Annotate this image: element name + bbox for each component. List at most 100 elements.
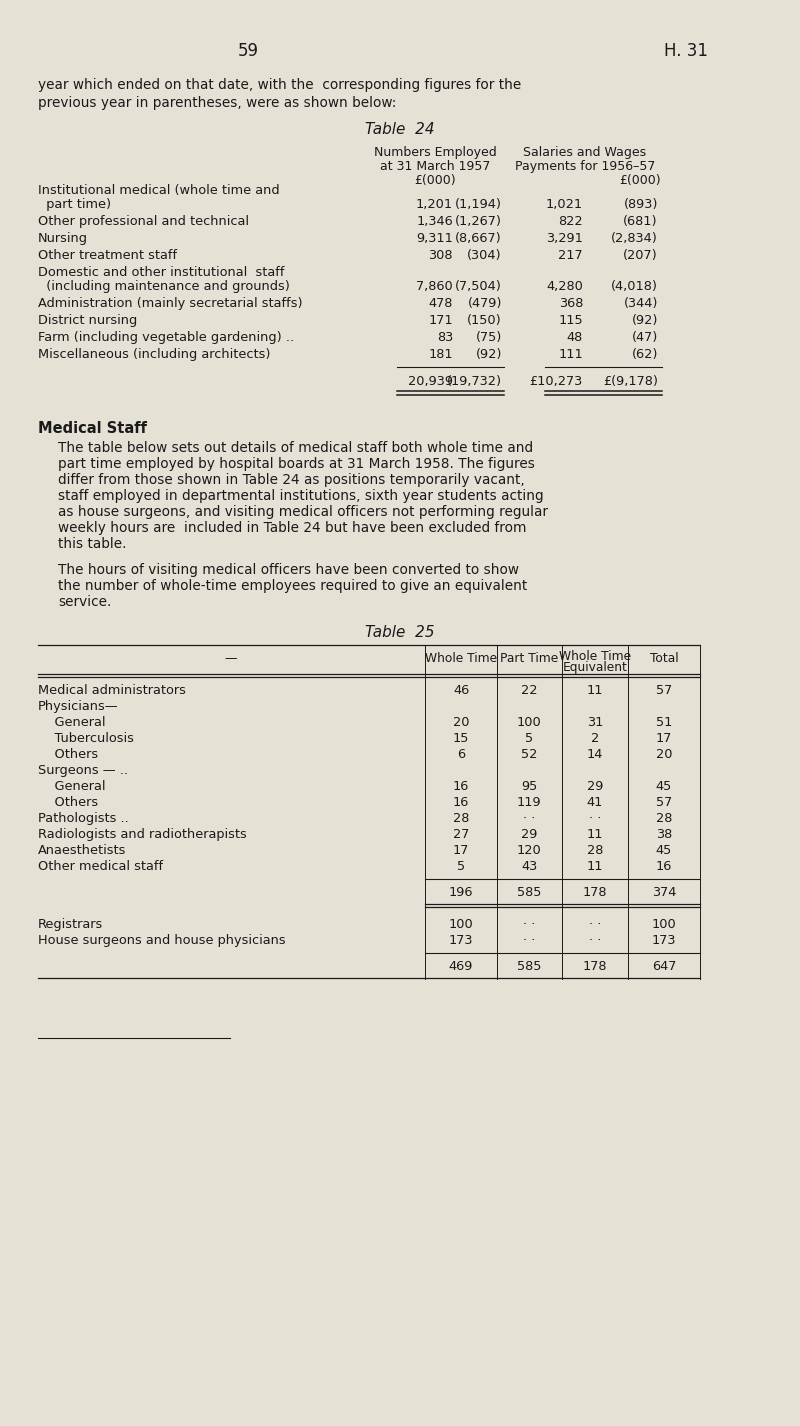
Text: Other professional and technical: Other professional and technical <box>38 215 249 228</box>
Text: weekly hours are  included in Table 24 but have been excluded from: weekly hours are included in Table 24 bu… <box>58 520 526 535</box>
Text: Others: Others <box>38 796 98 809</box>
Text: District nursing: District nursing <box>38 314 138 327</box>
Text: £(9,178): £(9,178) <box>603 375 658 388</box>
Text: Other treatment staff: Other treatment staff <box>38 250 177 262</box>
Text: 11: 11 <box>586 829 603 841</box>
Text: £(000): £(000) <box>619 174 661 187</box>
Text: Others: Others <box>38 749 98 761</box>
Text: 585: 585 <box>517 960 541 973</box>
Text: (1,194): (1,194) <box>455 198 502 211</box>
Text: 368: 368 <box>558 297 583 309</box>
Text: 17: 17 <box>453 844 469 857</box>
Text: at 31 March 1957: at 31 March 1957 <box>380 160 490 173</box>
Text: 178: 178 <box>582 960 607 973</box>
Text: 4,280: 4,280 <box>546 279 583 292</box>
Text: 374: 374 <box>652 886 676 898</box>
Text: (19,732): (19,732) <box>447 375 502 388</box>
Text: 196: 196 <box>449 886 474 898</box>
Text: 9,311: 9,311 <box>416 232 453 245</box>
Text: 15: 15 <box>453 732 469 744</box>
Text: 2: 2 <box>591 732 599 744</box>
Text: 1,021: 1,021 <box>546 198 583 211</box>
Text: Radiologists and radiotherapists: Radiologists and radiotherapists <box>38 829 246 841</box>
Text: 38: 38 <box>656 829 672 841</box>
Text: Physicians—: Physicians— <box>38 700 118 713</box>
Text: 16: 16 <box>453 796 469 809</box>
Text: 31: 31 <box>587 716 603 729</box>
Text: 48: 48 <box>566 331 583 344</box>
Text: 28: 28 <box>656 811 672 826</box>
Text: Equivalent: Equivalent <box>562 662 627 674</box>
Text: Tuberculosis: Tuberculosis <box>38 732 134 744</box>
Text: (75): (75) <box>476 331 502 344</box>
Text: Surgeons — ..: Surgeons — .. <box>38 764 128 777</box>
Text: · ·: · · <box>589 934 601 947</box>
Text: 20: 20 <box>656 749 672 761</box>
Text: H. 31: H. 31 <box>664 41 708 60</box>
Text: 45: 45 <box>656 780 672 793</box>
Text: 20: 20 <box>453 716 470 729</box>
Text: 181: 181 <box>428 348 453 361</box>
Text: (893): (893) <box>623 198 658 211</box>
Text: (92): (92) <box>631 314 658 327</box>
Text: Medical administrators: Medical administrators <box>38 684 186 697</box>
Text: as house surgeons, and visiting medical officers not performing regular: as house surgeons, and visiting medical … <box>58 505 548 519</box>
Text: 1,201: 1,201 <box>416 198 453 211</box>
Text: 51: 51 <box>656 716 672 729</box>
Text: 171: 171 <box>428 314 453 327</box>
Text: part time): part time) <box>38 198 111 211</box>
Text: part time employed by hospital boards at 31 March 1958. The figures: part time employed by hospital boards at… <box>58 456 535 471</box>
Text: 29: 29 <box>587 780 603 793</box>
Text: (47): (47) <box>632 331 658 344</box>
Text: differ from those shown in Table 24 as positions temporarily vacant,: differ from those shown in Table 24 as p… <box>58 473 525 488</box>
Text: 115: 115 <box>558 314 583 327</box>
Text: 178: 178 <box>582 886 607 898</box>
Text: 83: 83 <box>437 331 453 344</box>
Text: Anaesthetists: Anaesthetists <box>38 844 126 857</box>
Text: (62): (62) <box>631 348 658 361</box>
Text: The table below sets out details of medical staff both whole time and: The table below sets out details of medi… <box>58 441 533 455</box>
Text: 478: 478 <box>429 297 453 309</box>
Text: 100: 100 <box>652 918 676 931</box>
Text: Salaries and Wages: Salaries and Wages <box>523 145 646 160</box>
Text: · ·: · · <box>589 811 601 826</box>
Text: 585: 585 <box>517 886 541 898</box>
Text: 5: 5 <box>525 732 533 744</box>
Text: (4,018): (4,018) <box>611 279 658 292</box>
Text: the number of whole-time employees required to give an equivalent: the number of whole-time employees requi… <box>58 579 527 593</box>
Text: 28: 28 <box>453 811 469 826</box>
Text: 308: 308 <box>429 250 453 262</box>
Text: this table.: this table. <box>58 538 126 550</box>
Text: (2,834): (2,834) <box>611 232 658 245</box>
Text: Other medical staff: Other medical staff <box>38 860 163 873</box>
Text: General: General <box>38 716 106 729</box>
Text: 59: 59 <box>238 41 258 60</box>
Text: 100: 100 <box>517 716 542 729</box>
Text: 100: 100 <box>449 918 474 931</box>
Text: —: — <box>225 652 238 665</box>
Text: 111: 111 <box>558 348 583 361</box>
Text: Institutional medical (whole time and: Institutional medical (whole time and <box>38 184 280 197</box>
Text: 11: 11 <box>586 860 603 873</box>
Text: · ·: · · <box>523 811 535 826</box>
Text: 647: 647 <box>652 960 676 973</box>
Text: (150): (150) <box>467 314 502 327</box>
Text: 6: 6 <box>457 749 465 761</box>
Text: 27: 27 <box>453 829 469 841</box>
Text: 16: 16 <box>453 780 469 793</box>
Text: Registrars: Registrars <box>38 918 103 931</box>
Text: 11: 11 <box>586 684 603 697</box>
Text: 173: 173 <box>449 934 474 947</box>
Text: £(000): £(000) <box>414 174 456 187</box>
Text: Miscellaneous (including architects): Miscellaneous (including architects) <box>38 348 270 361</box>
Text: Numbers Employed: Numbers Employed <box>374 145 496 160</box>
Text: 45: 45 <box>656 844 672 857</box>
Text: (including maintenance and grounds): (including maintenance and grounds) <box>38 279 290 292</box>
Text: £10,273: £10,273 <box>530 375 583 388</box>
Text: House surgeons and house physicians: House surgeons and house physicians <box>38 934 286 947</box>
Text: 469: 469 <box>449 960 473 973</box>
Text: · ·: · · <box>523 934 535 947</box>
Text: 95: 95 <box>521 780 537 793</box>
Text: Whole Time: Whole Time <box>425 652 497 665</box>
Text: 57: 57 <box>656 796 672 809</box>
